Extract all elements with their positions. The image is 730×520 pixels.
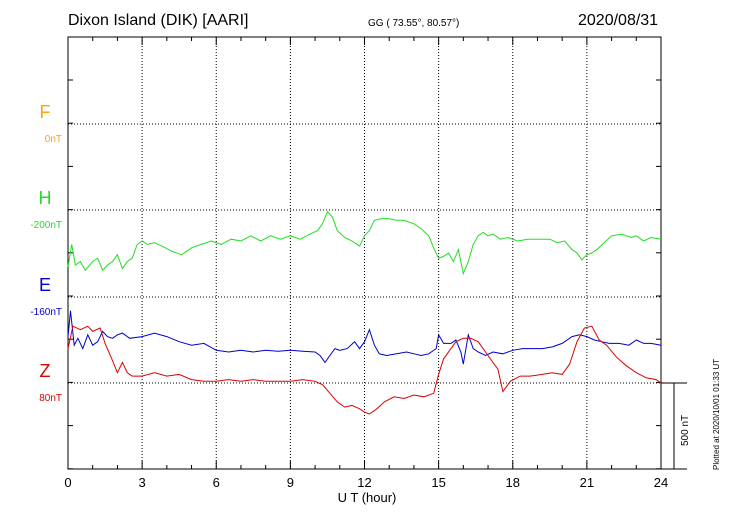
x-tick-label: 12 <box>357 475 371 490</box>
series-name-f: F <box>40 102 51 122</box>
series-baseline-f: 0nT <box>45 134 62 145</box>
x-tick-label: 18 <box>506 475 520 490</box>
station-title: Dixon Island (DIK) [AARI] <box>68 12 249 29</box>
series-name-e: E <box>39 275 51 295</box>
series-baseline-z: 80nT <box>39 393 62 404</box>
x-tick-label: 21 <box>580 475 594 490</box>
station-coordinates: GG ( 73.55°, 80.57°) <box>368 18 460 29</box>
date-label: 2020/08/31 <box>578 12 659 29</box>
x-tick-label: 9 <box>287 475 294 490</box>
series-name-z: Z <box>40 361 51 381</box>
series-baseline-h: -200nT <box>30 220 62 231</box>
series-line-h <box>67 210 662 276</box>
series-lines <box>67 210 662 415</box>
x-tick-label: 24 <box>654 475 668 490</box>
series-line-e <box>67 310 662 365</box>
scale-bar <box>661 382 687 470</box>
plotted-timestamp: Plotted at 2020/10/01 01:33 UT <box>712 358 721 470</box>
x-tick-label: 0 <box>64 475 71 490</box>
scale-bar-label: 500 nT <box>680 414 691 446</box>
series-line-z <box>67 325 662 415</box>
series-baseline-e: -160nT <box>30 307 62 318</box>
series-name-h: H <box>39 188 52 208</box>
x-axis-label: U T (hour) <box>338 490 397 505</box>
x-tick-label: 3 <box>139 475 146 490</box>
x-tick-label: 15 <box>431 475 445 490</box>
x-tick-labels: 0 3 6 9 12 15 18 21 24 <box>64 475 668 490</box>
x-tick-label: 6 <box>213 475 220 490</box>
grid-lines <box>68 37 661 469</box>
axis-ticks <box>67 37 662 470</box>
series-labels: F 0nT H -200nT E -160nT Z 80nT <box>30 102 62 404</box>
